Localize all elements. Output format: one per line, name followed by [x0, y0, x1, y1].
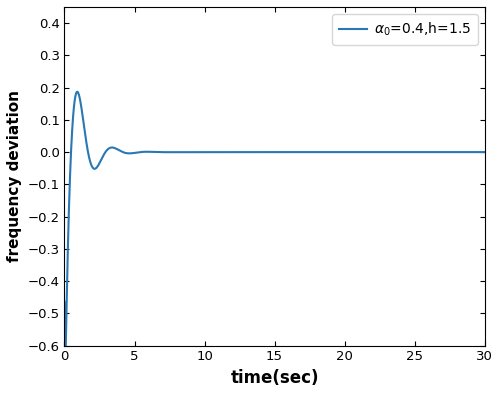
Y-axis label: frequency deviation: frequency deviation [7, 90, 22, 262]
Legend: $\alpha_0$=0.4,h=1.5: $\alpha_0$=0.4,h=1.5 [332, 14, 478, 45]
X-axis label: time(sec): time(sec) [230, 369, 319, 387]
